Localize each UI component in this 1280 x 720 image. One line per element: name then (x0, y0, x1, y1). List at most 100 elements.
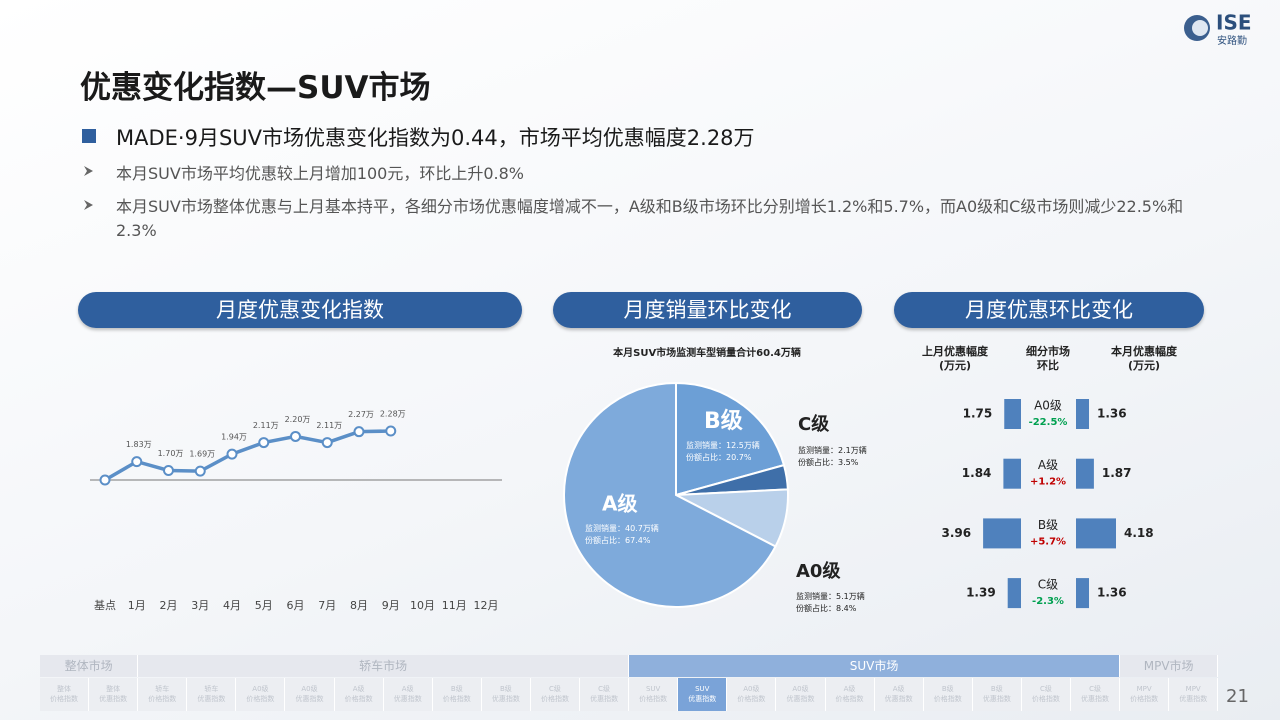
line-series (104, 429, 391, 482)
nav-item-top: C级 (1039, 685, 1052, 693)
nav-item-bottom: 优惠指数 (982, 695, 1011, 703)
sales-key: 监测销量： (796, 591, 836, 601)
nav-item-bottom: 价格指数 (737, 695, 766, 703)
table-header: (万元) (939, 359, 971, 372)
nav-item-top: A0级 (252, 685, 269, 693)
nav-item[interactable]: B级 优惠指数 (481, 678, 531, 711)
value-current: 1.87 (1102, 466, 1132, 480)
nav-item[interactable]: A级 优惠指数 (874, 678, 924, 711)
nav-item[interactable]: C级优惠指数 (580, 678, 630, 711)
nav-item[interactable]: A0级 价格指数 (236, 678, 286, 711)
nav-group-name[interactable]: 整体市场 (40, 655, 139, 677)
share-value: 20.7% (726, 453, 752, 462)
slice-sales: 监测销量：5.1万辆 (796, 591, 865, 601)
nav-item[interactable]: A级 优惠指数 (383, 678, 433, 711)
x-tick-label: 12月 (474, 599, 499, 612)
nav-item-top: A级 (352, 685, 365, 693)
bullet: 本月SUV市场平均优惠较上月增加100元，环比上升0.8% (116, 164, 525, 183)
bullet-square (82, 129, 96, 143)
sales-value: 40.7万辆 (625, 523, 659, 533)
nav-item[interactable]: 轿车 优惠指数 (187, 678, 237, 711)
nav-item[interactable]: C级价格指数 (1021, 678, 1071, 711)
nav-item[interactable]: A级 价格指数 (825, 678, 875, 711)
nav-item[interactable]: 整体 价格指数 (40, 678, 90, 711)
value-current: 1.36 (1097, 407, 1127, 421)
x-tick-label: 7月 (318, 599, 336, 612)
table-header: 本月优惠幅度 (1111, 344, 1178, 358)
change: +1.2% (1030, 477, 1066, 488)
nav-item-bottom: 优惠指数 (1179, 695, 1208, 703)
nav-item[interactable]: B级价格指数 (432, 678, 482, 711)
segment: A级 (1038, 458, 1058, 472)
nav-item[interactable]: A0级价格指数 (727, 678, 777, 711)
nav-item-bottom: 优惠指数 (197, 695, 226, 703)
nav-group-name[interactable]: SUV市场 (629, 655, 1121, 677)
page-number: 21 (1226, 686, 1249, 707)
nav-item[interactable]: B级 优惠指数 (972, 678, 1022, 711)
logo-icon (1192, 20, 1208, 36)
nav-item-top: A0级 (743, 685, 760, 693)
point (290, 430, 301, 442)
sales-value: 12.5万辆 (726, 440, 760, 450)
nav-item[interactable]: 整体 优惠指数 (89, 678, 139, 711)
nav-item-top: SUV (645, 685, 661, 693)
nav-item-bottom: 优惠指数 (884, 695, 913, 703)
nav-item[interactable]: C级 优惠指数 (1070, 678, 1121, 711)
nav-group-name[interactable]: MPV市场 (1120, 655, 1219, 677)
point (99, 474, 111, 486)
share-key: 份额占比： (686, 452, 726, 462)
nav-item[interactable]: MPV 优惠指数 (1169, 678, 1219, 711)
nav-item-bottom: 价格指数 (442, 695, 471, 703)
x-tick-label: 基点 (94, 599, 116, 612)
nav-item[interactable]: A0级 优惠指数 (776, 678, 826, 711)
x-tick-label: 11月 (442, 599, 467, 612)
sales-key: 监测销量： (798, 445, 838, 455)
nav-item-top: C级 (598, 685, 611, 693)
nav-item-top: B级 (450, 685, 463, 693)
data-label: 2.20万 (285, 415, 311, 424)
slice-sales: 监测销量：12.5万辆 (686, 440, 760, 450)
nav-item-bottom: 价格指数 (1031, 695, 1060, 703)
logo-text: ISE (1216, 11, 1252, 35)
value-last: 3.96 (941, 526, 971, 540)
nav-item[interactable]: MPV 价格指数 (1120, 678, 1170, 711)
nav-item[interactable]: 轿车 价格指数 (138, 678, 188, 711)
arrow (84, 166, 93, 176)
value-current: 4.18 (1124, 526, 1154, 540)
change: -2.3% (1032, 596, 1064, 607)
bar-last (1003, 458, 1021, 489)
nav-item[interactable]: B级 价格指数 (923, 678, 973, 711)
section-header: 月度优惠环比变化 (894, 292, 1204, 328)
nav-group: SUV市场 SUV 价格指数 SUV 优惠指数 A0级 价格指数 A0级 优惠指数 A级 价格指数 A… (629, 655, 1121, 711)
nav-item-bottom: 优惠指数 (491, 695, 520, 703)
title: 优惠变化指数—SUV市场 (80, 70, 431, 106)
x-tick-label: 6月 (287, 599, 305, 612)
nav-item[interactable]: C级 价格指数 (530, 678, 581, 711)
nav-item-top: A0级 (301, 685, 318, 693)
nav-item[interactable]: SUV 优惠指数 (678, 678, 728, 711)
bar-last (1007, 578, 1021, 609)
data-label: 2.11万 (253, 421, 279, 430)
table-header: (万元) (1128, 359, 1160, 372)
x-tick-label: 3月 (191, 599, 209, 612)
nav-item-top: 整体 (57, 685, 72, 693)
value-current: 1.36 (1097, 586, 1127, 600)
slice-share: 份额占比：67.4% (585, 535, 651, 545)
nav-item-bottom: 价格指数 (1130, 695, 1159, 703)
bullet-arrows (84, 166, 93, 210)
nav-item[interactable]: A级 价格指数 (334, 678, 384, 711)
nav-item-top: A0级 (792, 685, 809, 693)
share-value: 67.4% (625, 536, 651, 545)
nav-items: MPV 价格指数 MPV 优惠指数 (1120, 678, 1219, 711)
nav-item-bottom: 优惠指数 (99, 695, 128, 703)
point (321, 437, 333, 449)
nav-item[interactable]: A0级 优惠指数 (285, 678, 335, 711)
pie-title: 本月SUV市场监测车型销量合计60.4万辆 (613, 346, 801, 359)
nav-item-top: C级 (1089, 685, 1101, 693)
nav-item[interactable]: SUV 价格指数 (629, 678, 679, 711)
nav-items: SUV 价格指数 SUV 优惠指数 A0级 价格指数 A0级 优惠指数 A级 价格指数 A级 优惠指数… (629, 678, 1121, 711)
bullet: 本月SUV市场整体优惠与上月基本持平，各细分市场优惠幅度增减不一，A级和B级市场… (116, 197, 1184, 240)
nav-item-bottom: 优惠指数 (590, 695, 619, 703)
nav-group-name[interactable]: 轿车市场 (138, 655, 630, 677)
data-label: 2.11万 (316, 421, 342, 430)
